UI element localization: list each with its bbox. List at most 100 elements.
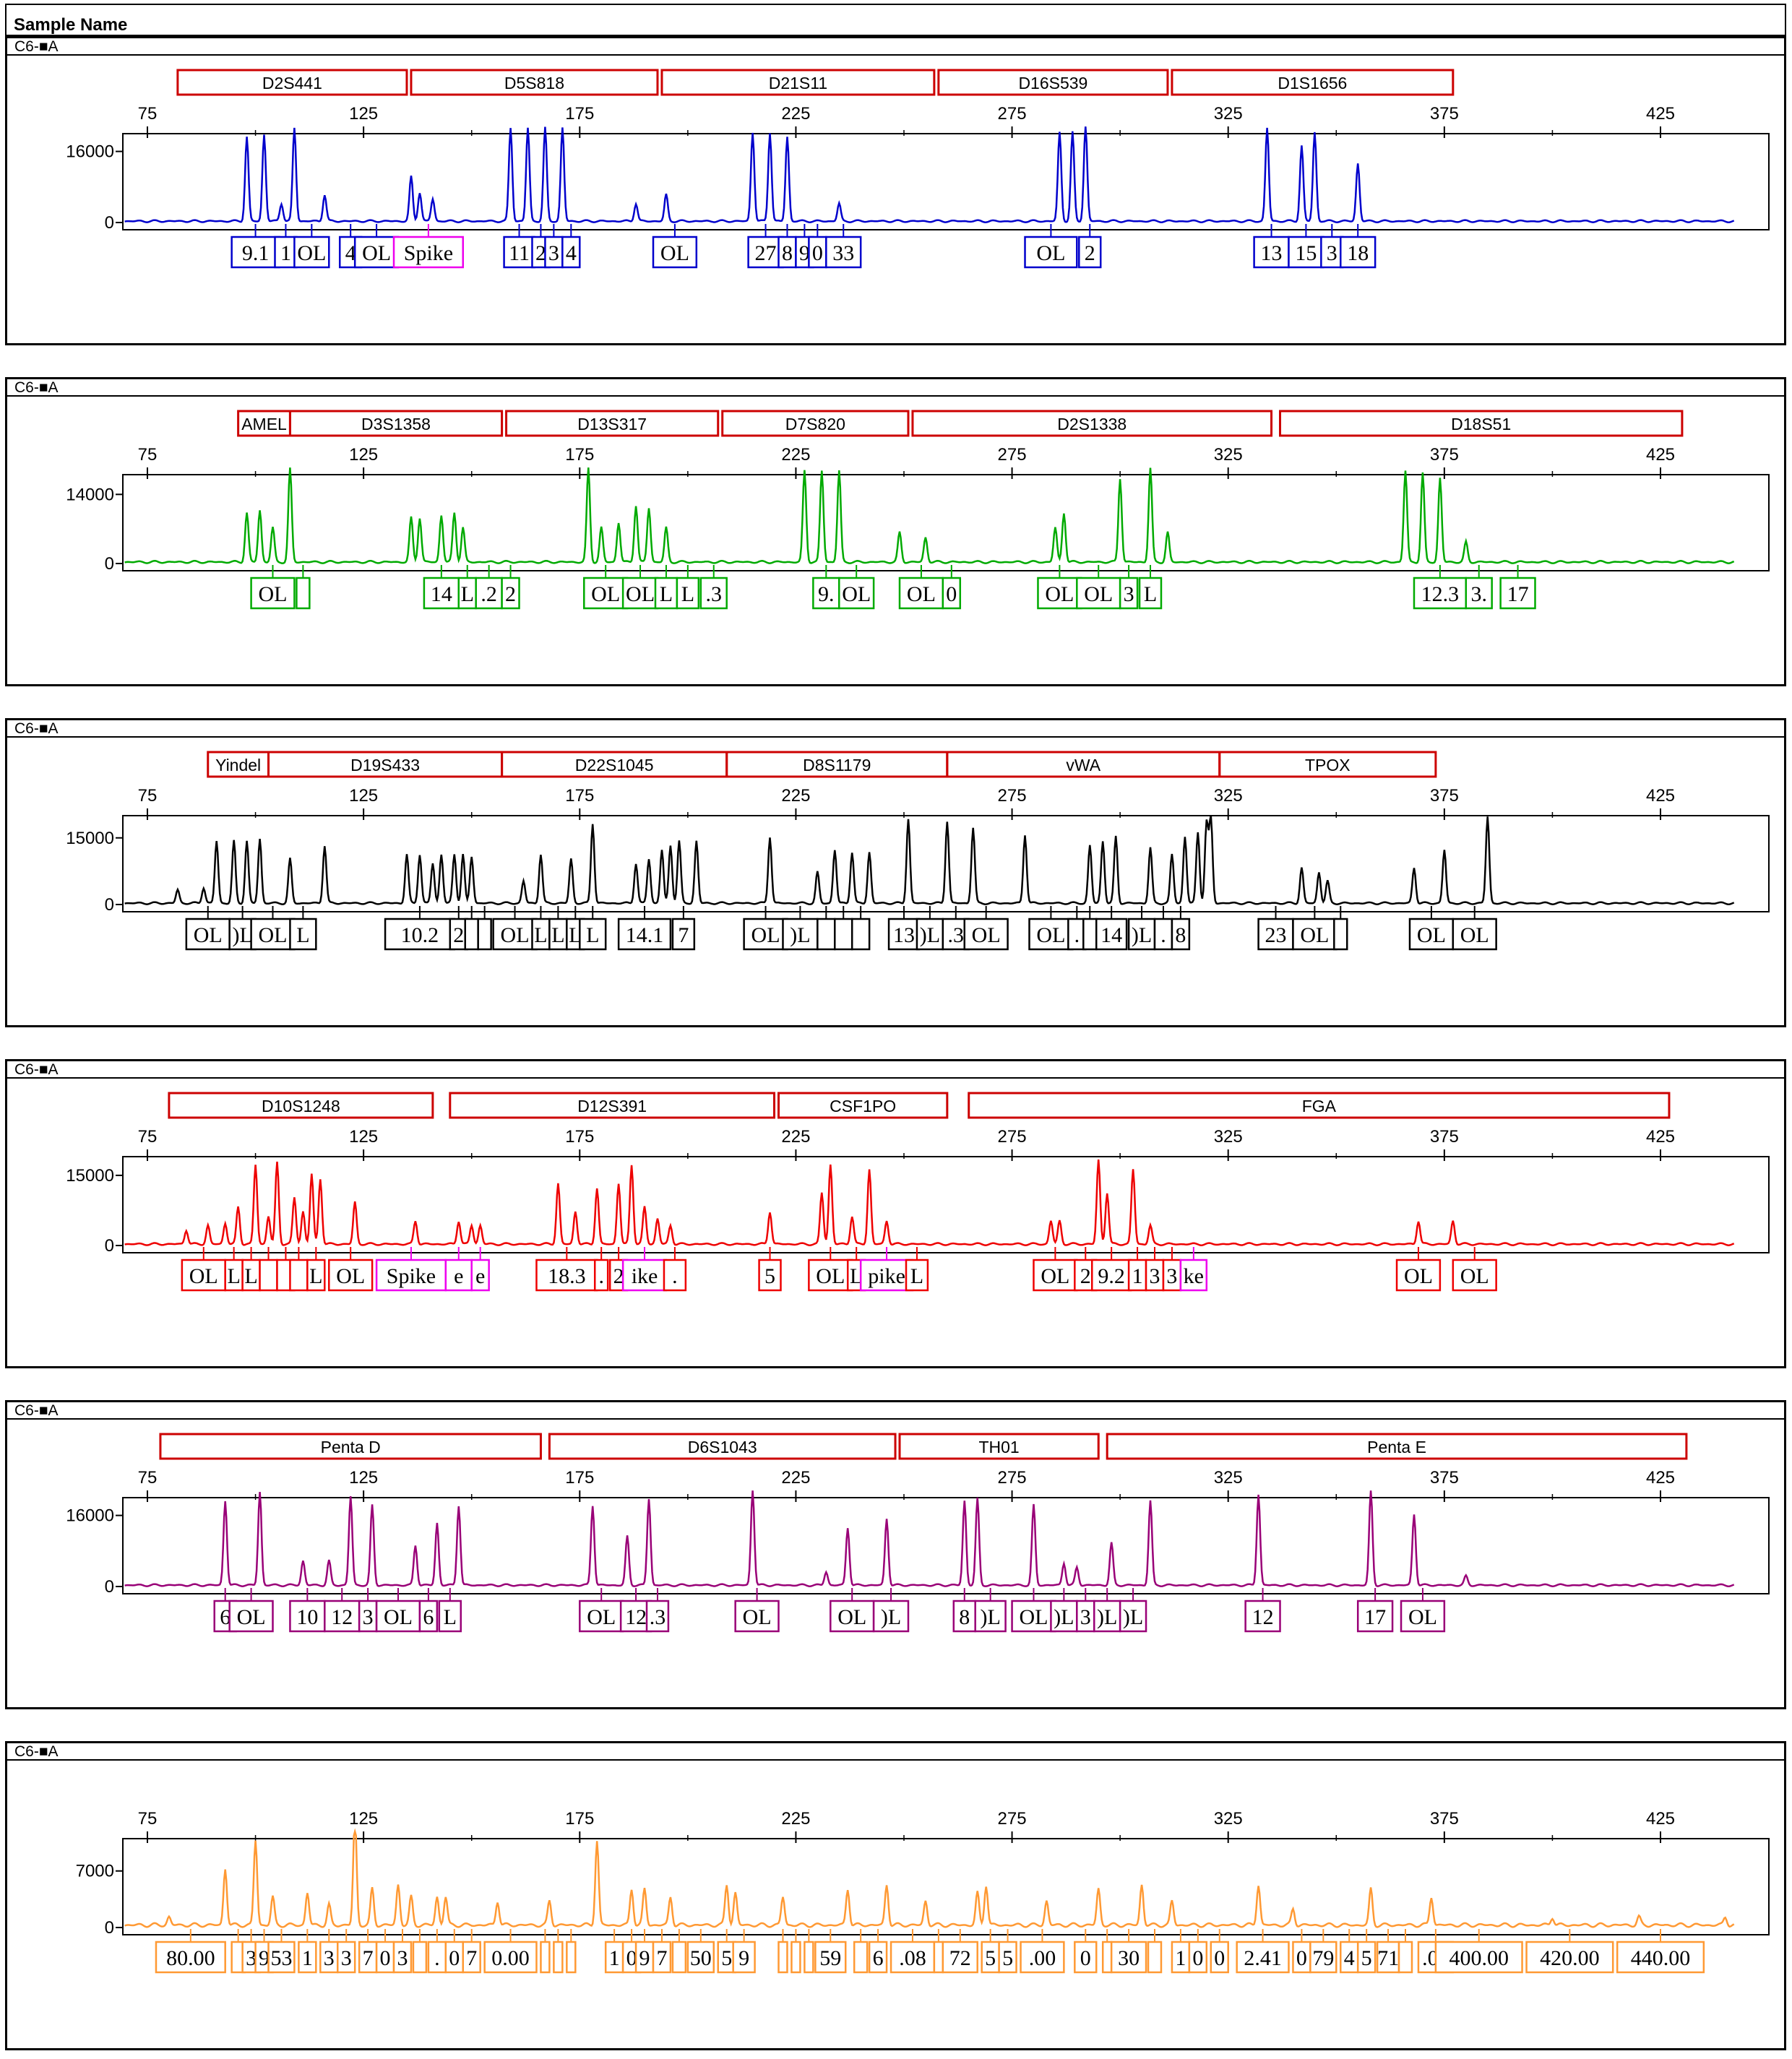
allele-call-box [259, 1259, 278, 1292]
allele-call-box [267, 1941, 296, 1974]
allele-call-label: 12 [331, 1605, 353, 1629]
allele-call-label: 7 [656, 1946, 667, 1970]
allele-call-label: 0 [380, 1946, 391, 1970]
marker-label: TH01 [978, 1438, 1019, 1456]
allele-call-label: OL [842, 582, 871, 606]
allele-call-label: 9.1 [242, 241, 270, 265]
allele-call-label: 3 [1166, 1264, 1177, 1288]
allele-call-label: OL [587, 1605, 616, 1629]
x-tick-label: 225 [781, 104, 810, 124]
allele-call-box [1050, 1600, 1078, 1633]
allele-call-label: 53 [270, 1946, 292, 1970]
allele-call-label: OL [259, 582, 288, 606]
allele-call-box [998, 1941, 1017, 1974]
allele-call-label: 9 [799, 241, 810, 265]
panel-header: C6-■A [7, 720, 1784, 738]
allele-call-label: OL [1408, 1605, 1437, 1629]
allele-call-label: .08 [899, 1946, 926, 1970]
allele-call-label: )L [232, 923, 252, 947]
allele-call-box [1037, 577, 1082, 610]
allele-call-label: .3 [706, 582, 723, 606]
marker-bin [721, 410, 910, 437]
marker-bin [911, 410, 1273, 437]
allele-call-box [850, 918, 871, 951]
allele-call-box [185, 918, 231, 951]
allele-call-label: OL [1084, 582, 1113, 606]
marker-bin [159, 1433, 542, 1460]
allele-call-label: 8 [1175, 923, 1186, 947]
signal-trace [124, 814, 1735, 905]
dye-panel-6: C6-■A 75 125 175 225 275 325 375 425 7000 0 80.00 3 9… [5, 1741, 1786, 2050]
allele-call-label: OL [297, 241, 326, 265]
allele-call-box [942, 1941, 978, 1974]
allele-call-box [1292, 918, 1337, 951]
plot-frame [122, 1497, 1770, 1594]
allele-call-box [868, 1941, 888, 1974]
x-tick-label: 325 [1214, 104, 1243, 124]
allele-call-box [671, 918, 696, 951]
sample-label: C6-■A [14, 1743, 59, 1760]
allele-call-label: )L [1132, 923, 1152, 947]
marker-label: Penta E [1367, 1438, 1426, 1456]
allele-call-label: . [434, 1946, 440, 1970]
allele-call-box [1033, 1259, 1078, 1292]
allele-call-label: 18.3 [548, 1264, 586, 1288]
x-tick-label: 375 [1430, 1809, 1459, 1829]
allele-call-box [645, 1600, 670, 1633]
sample-label: C6-■A [14, 1061, 59, 1078]
allele-call-box [1257, 918, 1294, 951]
allele-call-label: 59 [819, 1946, 841, 1970]
allele-call-label: .3 [948, 923, 965, 947]
x-tick-label: 175 [565, 1127, 594, 1147]
allele-call-label: 2 [1080, 1264, 1091, 1288]
allele-call-box [1119, 1600, 1147, 1633]
electropherogram-plot: AMEL D3S1358 D13S317 D7S820 D2S1338 D18S51 75 1… [66, 410, 1770, 610]
allele-call-box [470, 1259, 490, 1292]
allele-call-box [1452, 918, 1497, 951]
allele-call-box [1397, 1941, 1413, 1974]
allele-call-box [859, 1259, 914, 1292]
allele-call-box [1138, 577, 1163, 610]
signal-trace [124, 1159, 1735, 1246]
allele-call-label: 6 [220, 1605, 231, 1629]
allele-call-label: pike [868, 1264, 905, 1288]
allele-call-box [1179, 1259, 1208, 1292]
allele-call-label: 440.00 [1631, 1946, 1691, 1970]
allele-call-box [155, 1941, 226, 1974]
marker-bin [548, 1433, 897, 1460]
marker-label: D21S11 [769, 74, 827, 92]
marker-label: D2S441 [262, 74, 322, 92]
allele-call-box [1101, 1941, 1113, 1974]
allele-call-box [1011, 1600, 1056, 1633]
x-tick-label: 125 [349, 1809, 378, 1829]
x-tick-label: 125 [349, 1468, 378, 1488]
allele-call-label: 17 [1507, 582, 1529, 606]
allele-call-box [825, 236, 862, 269]
y-tick-label: 16000 [66, 142, 114, 162]
allele-call-box [384, 918, 456, 951]
allele-call-label: )L [1097, 1605, 1117, 1629]
allele-call-box [782, 918, 819, 951]
allele-call-label: 18 [1347, 241, 1369, 265]
allele-call-box [1188, 1941, 1208, 1974]
allele-call-box [1028, 918, 1074, 951]
allele-call-label: 50 [690, 1946, 712, 1970]
allele-call-box [553, 1941, 564, 1974]
allele-call-label: 9 [259, 1946, 270, 1970]
x-tick-label: 225 [781, 1809, 810, 1829]
dye-panel-5: C6-■A Penta D D6S1043 TH01 Penta E 75 125 175 22… [5, 1400, 1786, 1709]
allele-call-box [593, 1259, 609, 1292]
allele-call-box [814, 1941, 847, 1974]
allele-call-box [1171, 918, 1191, 951]
plot-frame [122, 474, 1770, 571]
allele-call-label: L [569, 923, 582, 947]
marker-label: TPOX [1305, 756, 1351, 774]
marker-label: vWA [1066, 756, 1100, 774]
allele-call-label: 7 [678, 923, 689, 947]
x-tick-label: 325 [1214, 786, 1243, 806]
allele-call-label: 0 [626, 1946, 637, 1970]
allele-call-box [1400, 1600, 1446, 1633]
allele-call-label: OL [1019, 1605, 1048, 1629]
